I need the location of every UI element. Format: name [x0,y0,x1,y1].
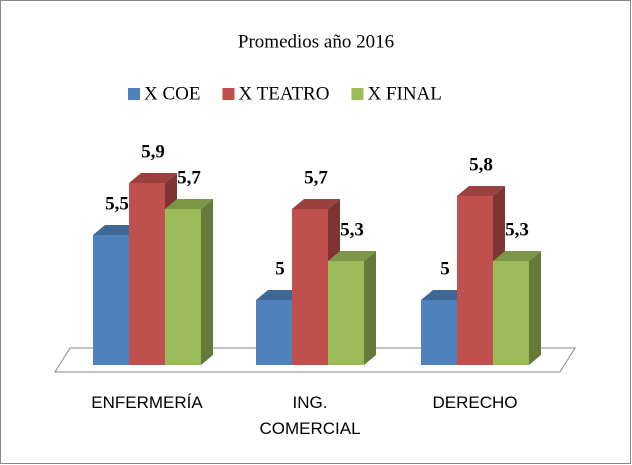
bar-face [129,173,177,183]
bar-face [129,183,165,365]
bar-face [457,186,505,196]
bar-face [201,199,213,365]
legend-swatch [351,88,364,100]
legend-swatch [222,88,235,100]
bar-face [93,235,129,365]
bar-face [328,261,364,365]
legend-label: X FINAL [367,83,441,104]
x-tick-label: DERECHO [432,393,518,412]
x-tick-label: ING. COMERCIAL [259,393,361,438]
bar-face [457,196,493,365]
legend-swatch [128,88,140,100]
legend-label: X COE [144,83,200,104]
bar-face [421,300,457,365]
value-label: 5,3 [340,219,364,240]
chart-title: Promedios año 2016 [238,31,394,52]
bar-face [493,261,529,365]
value-label: 5,9 [141,141,165,162]
bar-face [292,209,328,365]
bar-face [493,251,541,261]
bar [493,251,541,365]
bar-face [165,209,201,365]
value-label: 5,5 [105,193,129,214]
bar [328,251,376,365]
value-label: 5,7 [304,167,328,188]
value-label: 5,7 [177,167,201,188]
value-label: 5 [440,258,450,279]
bar-face [292,199,340,209]
value-label: 5,3 [505,219,529,240]
bar [165,199,213,365]
x-tick-label: ENFERMERÍA [91,393,203,412]
bar-face [165,199,213,209]
legend-label: X TEATRO [238,83,329,104]
value-label: 5 [275,258,285,279]
bar-face [529,251,541,365]
value-label: 5,8 [469,154,493,175]
bar-face [364,251,376,365]
bar-face [328,251,376,261]
bar-face [256,300,292,365]
